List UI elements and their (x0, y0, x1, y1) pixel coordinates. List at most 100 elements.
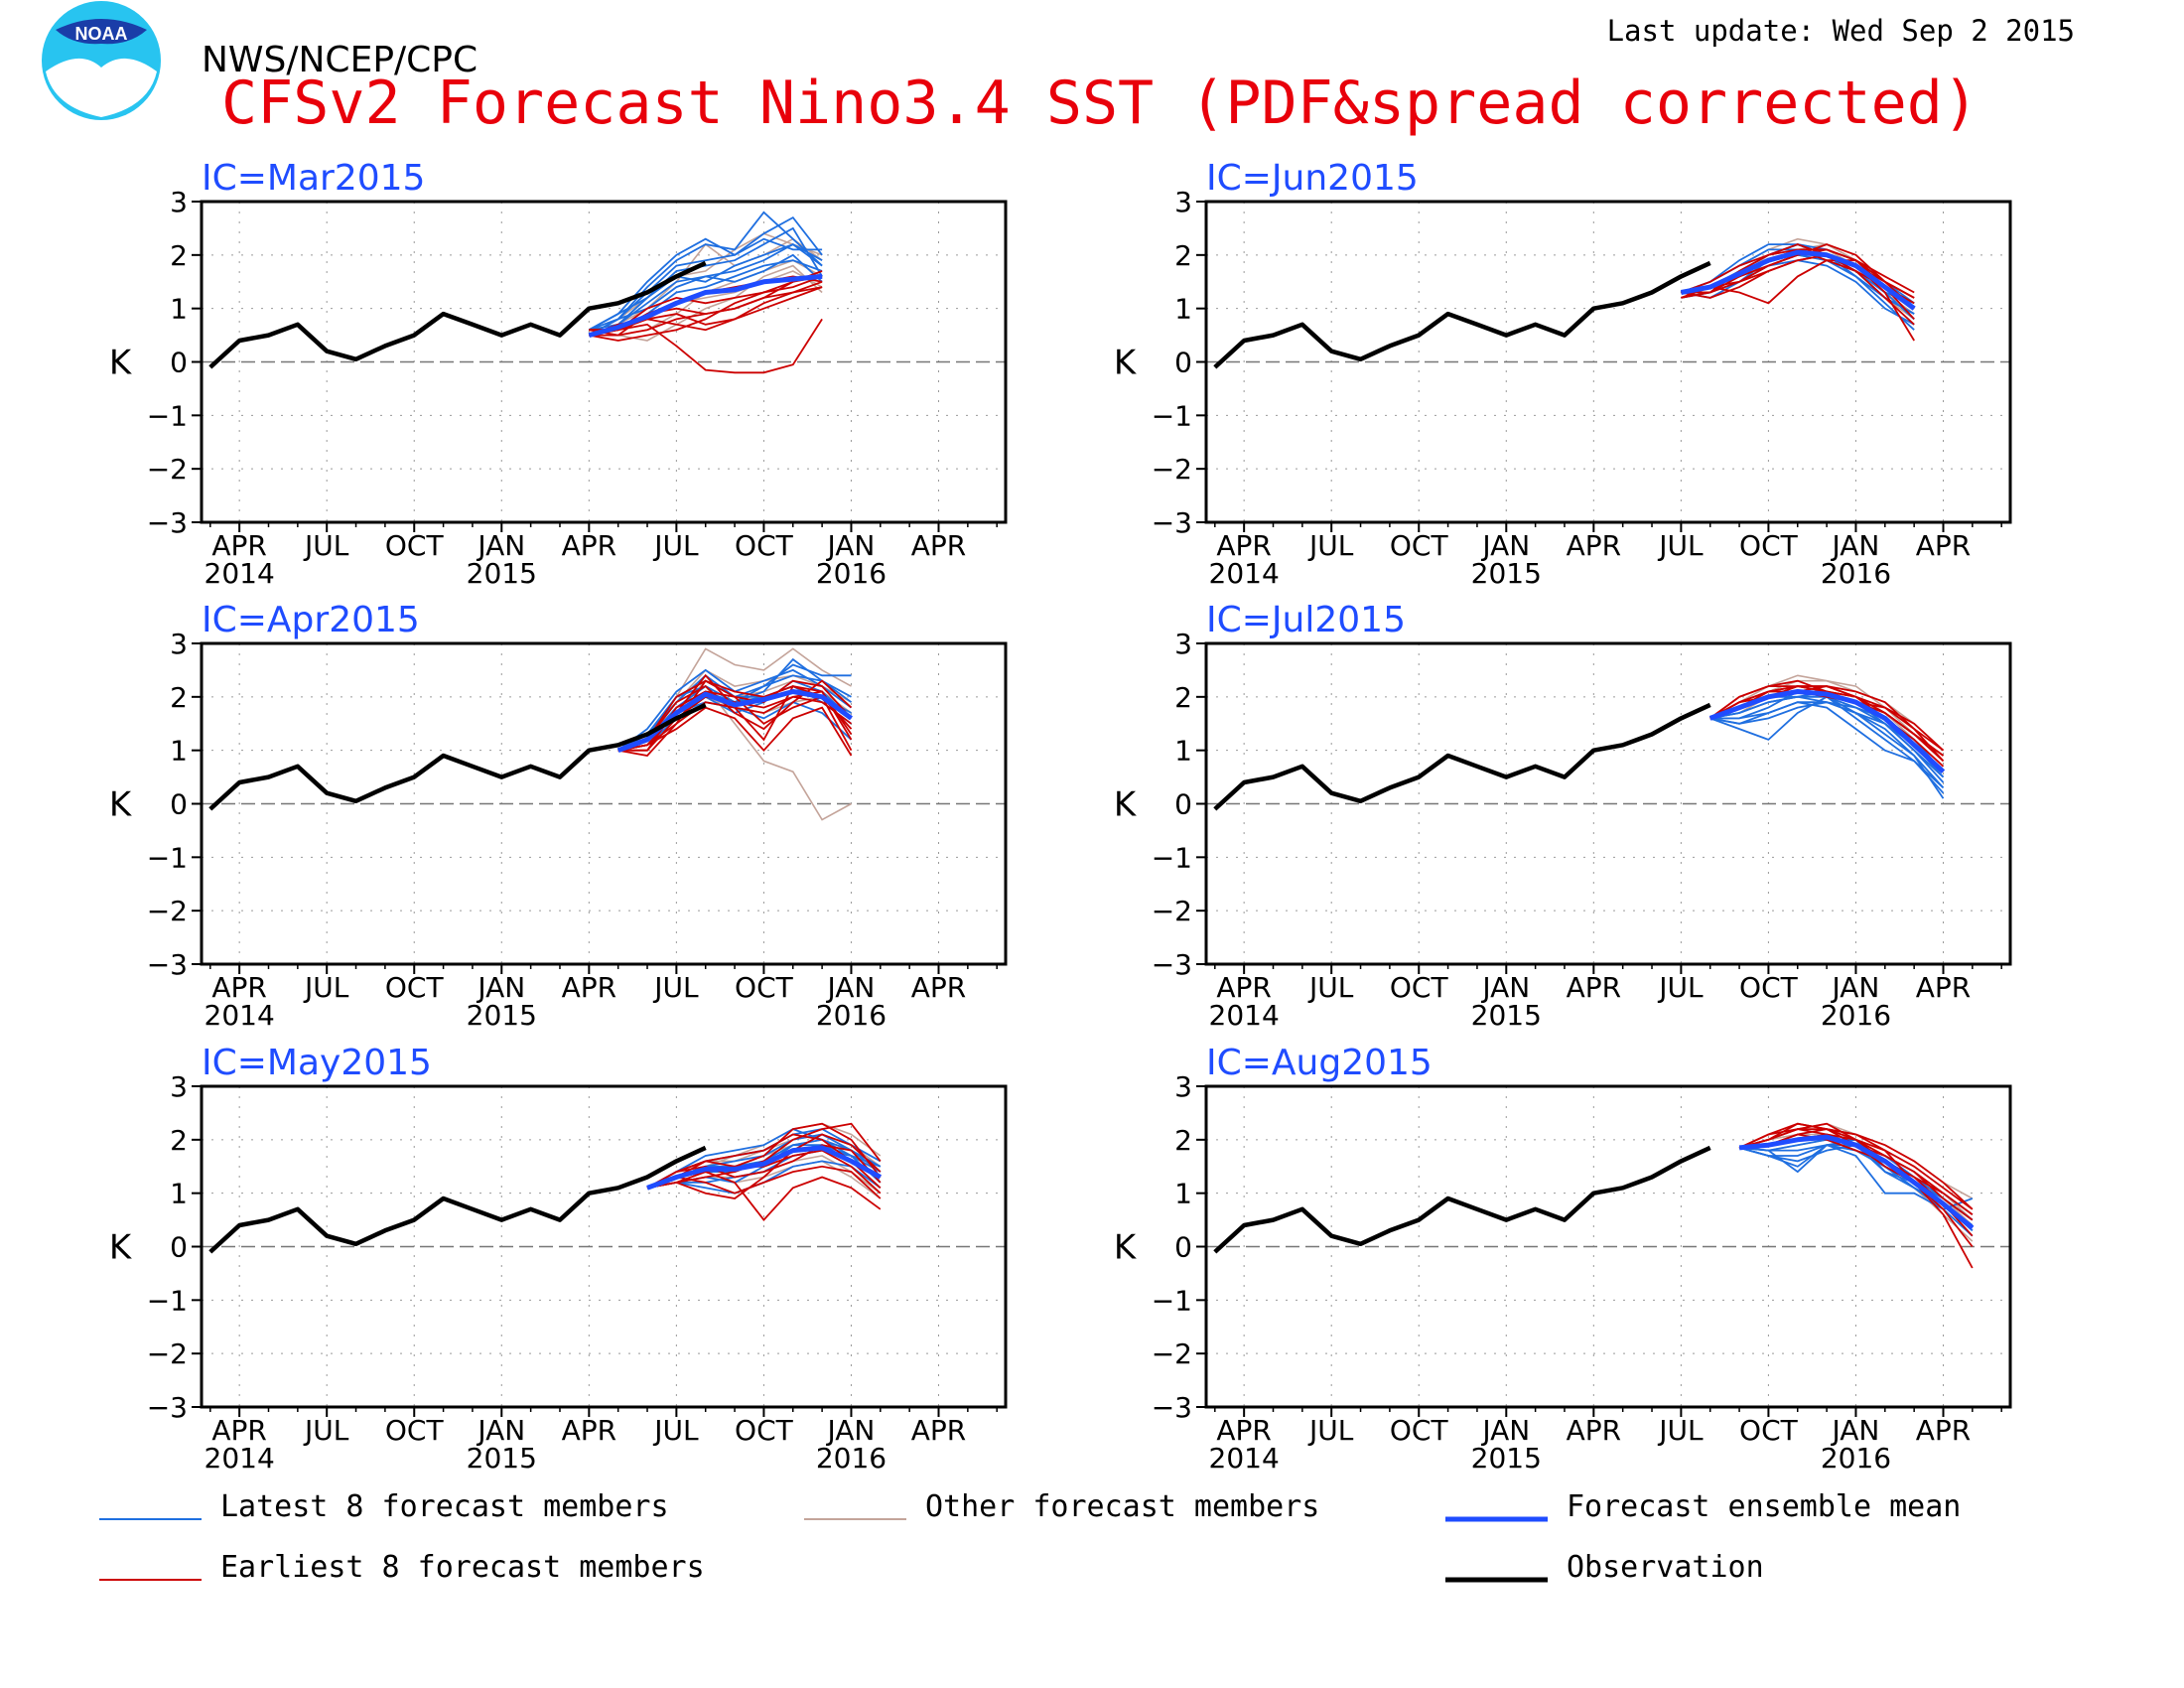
y-tick-label: −1 (1152, 399, 1192, 432)
x-tick-label: OCT (385, 529, 445, 562)
x-tick-label: JAN (1831, 971, 1880, 1004)
earliest-member-line (646, 1144, 882, 1190)
x-tick-label: JUL (652, 1414, 699, 1447)
y-tick-label: 1 (170, 735, 188, 768)
observation-line (208, 260, 707, 369)
noaa-logo: NOAA (42, 1, 161, 120)
x-tick-label: JUL (1307, 1414, 1354, 1447)
x-tick-label: APR (911, 529, 967, 562)
y-tick-label: 0 (1174, 788, 1192, 821)
x-tick-label: JAN (476, 1414, 525, 1447)
x-year-label: 2014 (1209, 557, 1280, 590)
legend-label: Latest 8 forecast members (220, 1489, 669, 1524)
y-tick-label: −3 (147, 948, 188, 981)
x-tick-label: JUL (1657, 971, 1704, 1004)
x-tick-label: APR (211, 1414, 267, 1447)
x-tick-label: APR (211, 529, 267, 562)
latest-member-line (588, 237, 823, 337)
earliest-member-line (589, 286, 823, 337)
x-tick-label: APR (562, 529, 617, 562)
ensemble-mean-line (1738, 1134, 1975, 1230)
y-axis-label: K (1114, 344, 1138, 383)
plot-frame (200, 200, 1008, 524)
x-tick-label: OCT (1390, 1414, 1449, 1447)
y-tick-label: 2 (1174, 681, 1192, 714)
logo-text: NOAA (75, 24, 128, 44)
y-tick-label: −2 (147, 895, 188, 927)
x-tick-label: OCT (735, 529, 794, 562)
x-year-label: 2016 (816, 999, 887, 1032)
y-tick-label: 2 (170, 1124, 188, 1157)
y-tick-label: 1 (170, 1178, 188, 1210)
x-tick-label: APR (1216, 971, 1272, 1004)
y-tick-label: 1 (170, 293, 188, 326)
y-tick-label: 2 (170, 681, 188, 714)
plot-frame (200, 1084, 1008, 1409)
x-tick-label: JUL (303, 529, 349, 562)
earliest-member-line (646, 1122, 882, 1190)
x-tick-label: APR (911, 971, 967, 1004)
earliest-member-line (1709, 690, 1945, 752)
observation-line (1213, 260, 1711, 369)
y-tick-label: 0 (170, 347, 188, 379)
x-tick-label: JUL (1307, 971, 1354, 1004)
latest-member-line (589, 253, 823, 332)
earliest-member-line (1681, 253, 1915, 326)
legend-label: Observation (1567, 1550, 1764, 1585)
x-year-label: 2014 (1209, 999, 1280, 1032)
x-tick-label: OCT (735, 971, 794, 1004)
x-year-label: 2014 (205, 557, 275, 590)
latest-member-line (588, 243, 823, 331)
ic-label: IC=May2015 (202, 1043, 432, 1083)
x-year-label: 2016 (1821, 1442, 1891, 1475)
x-tick-label: APR (1916, 1414, 1972, 1447)
y-axis-label: K (109, 344, 133, 383)
earliest-member-line (646, 1149, 882, 1195)
y-axis-label: K (1114, 1228, 1138, 1268)
ensemble-mean-line (1708, 689, 1946, 774)
latest-member-line (646, 1128, 882, 1190)
x-year-label: 2015 (467, 557, 537, 590)
y-tick-label: 1 (1174, 735, 1192, 768)
earliest-member-line (617, 679, 853, 752)
x-year-label: 2015 (1471, 999, 1542, 1032)
x-tick-label: JAN (1831, 1414, 1880, 1447)
x-tick-label: OCT (1390, 529, 1449, 562)
ic-label: IC=Aug2015 (1206, 1043, 1433, 1083)
y-axis-label: K (1114, 785, 1138, 825)
y-tick-label: −3 (1152, 506, 1192, 539)
y-axis-label: K (109, 785, 133, 825)
x-year-label: 2015 (467, 999, 537, 1032)
legend: Latest 8 forecast members Other forecast … (99, 1489, 1961, 1585)
legend-label: Earliest 8 forecast members (220, 1550, 705, 1585)
x-tick-label: JAN (476, 529, 525, 562)
x-tick-label: APR (562, 971, 617, 1004)
y-tick-label: −1 (147, 841, 188, 874)
legend-item: Latest 8 forecast members (99, 1489, 669, 1524)
y-tick-label: 3 (170, 1070, 188, 1103)
observation-line (1213, 1145, 1711, 1254)
ic-label: IC=Jun2015 (1206, 158, 1419, 199)
x-tick-label: OCT (735, 1414, 794, 1447)
x-tick-label: APR (1567, 971, 1622, 1004)
earliest-member-line (589, 286, 823, 337)
y-tick-label: −1 (1152, 841, 1192, 874)
x-tick-label: OCT (385, 971, 445, 1004)
x-tick-label: APR (1567, 1414, 1622, 1447)
ensemble-mean-line (588, 273, 823, 339)
y-tick-label: 1 (1174, 293, 1192, 326)
observation-line (1213, 702, 1711, 811)
latest-member-line (1709, 701, 1945, 794)
y-tick-label: −3 (1152, 948, 1192, 981)
x-tick-label: JUL (1307, 529, 1354, 562)
observation-line (208, 1145, 707, 1254)
x-tick-label: OCT (1739, 1414, 1799, 1447)
other-member-line (1709, 674, 1945, 752)
x-tick-label: JAN (826, 971, 876, 1004)
y-tick-label: −2 (147, 1337, 188, 1370)
